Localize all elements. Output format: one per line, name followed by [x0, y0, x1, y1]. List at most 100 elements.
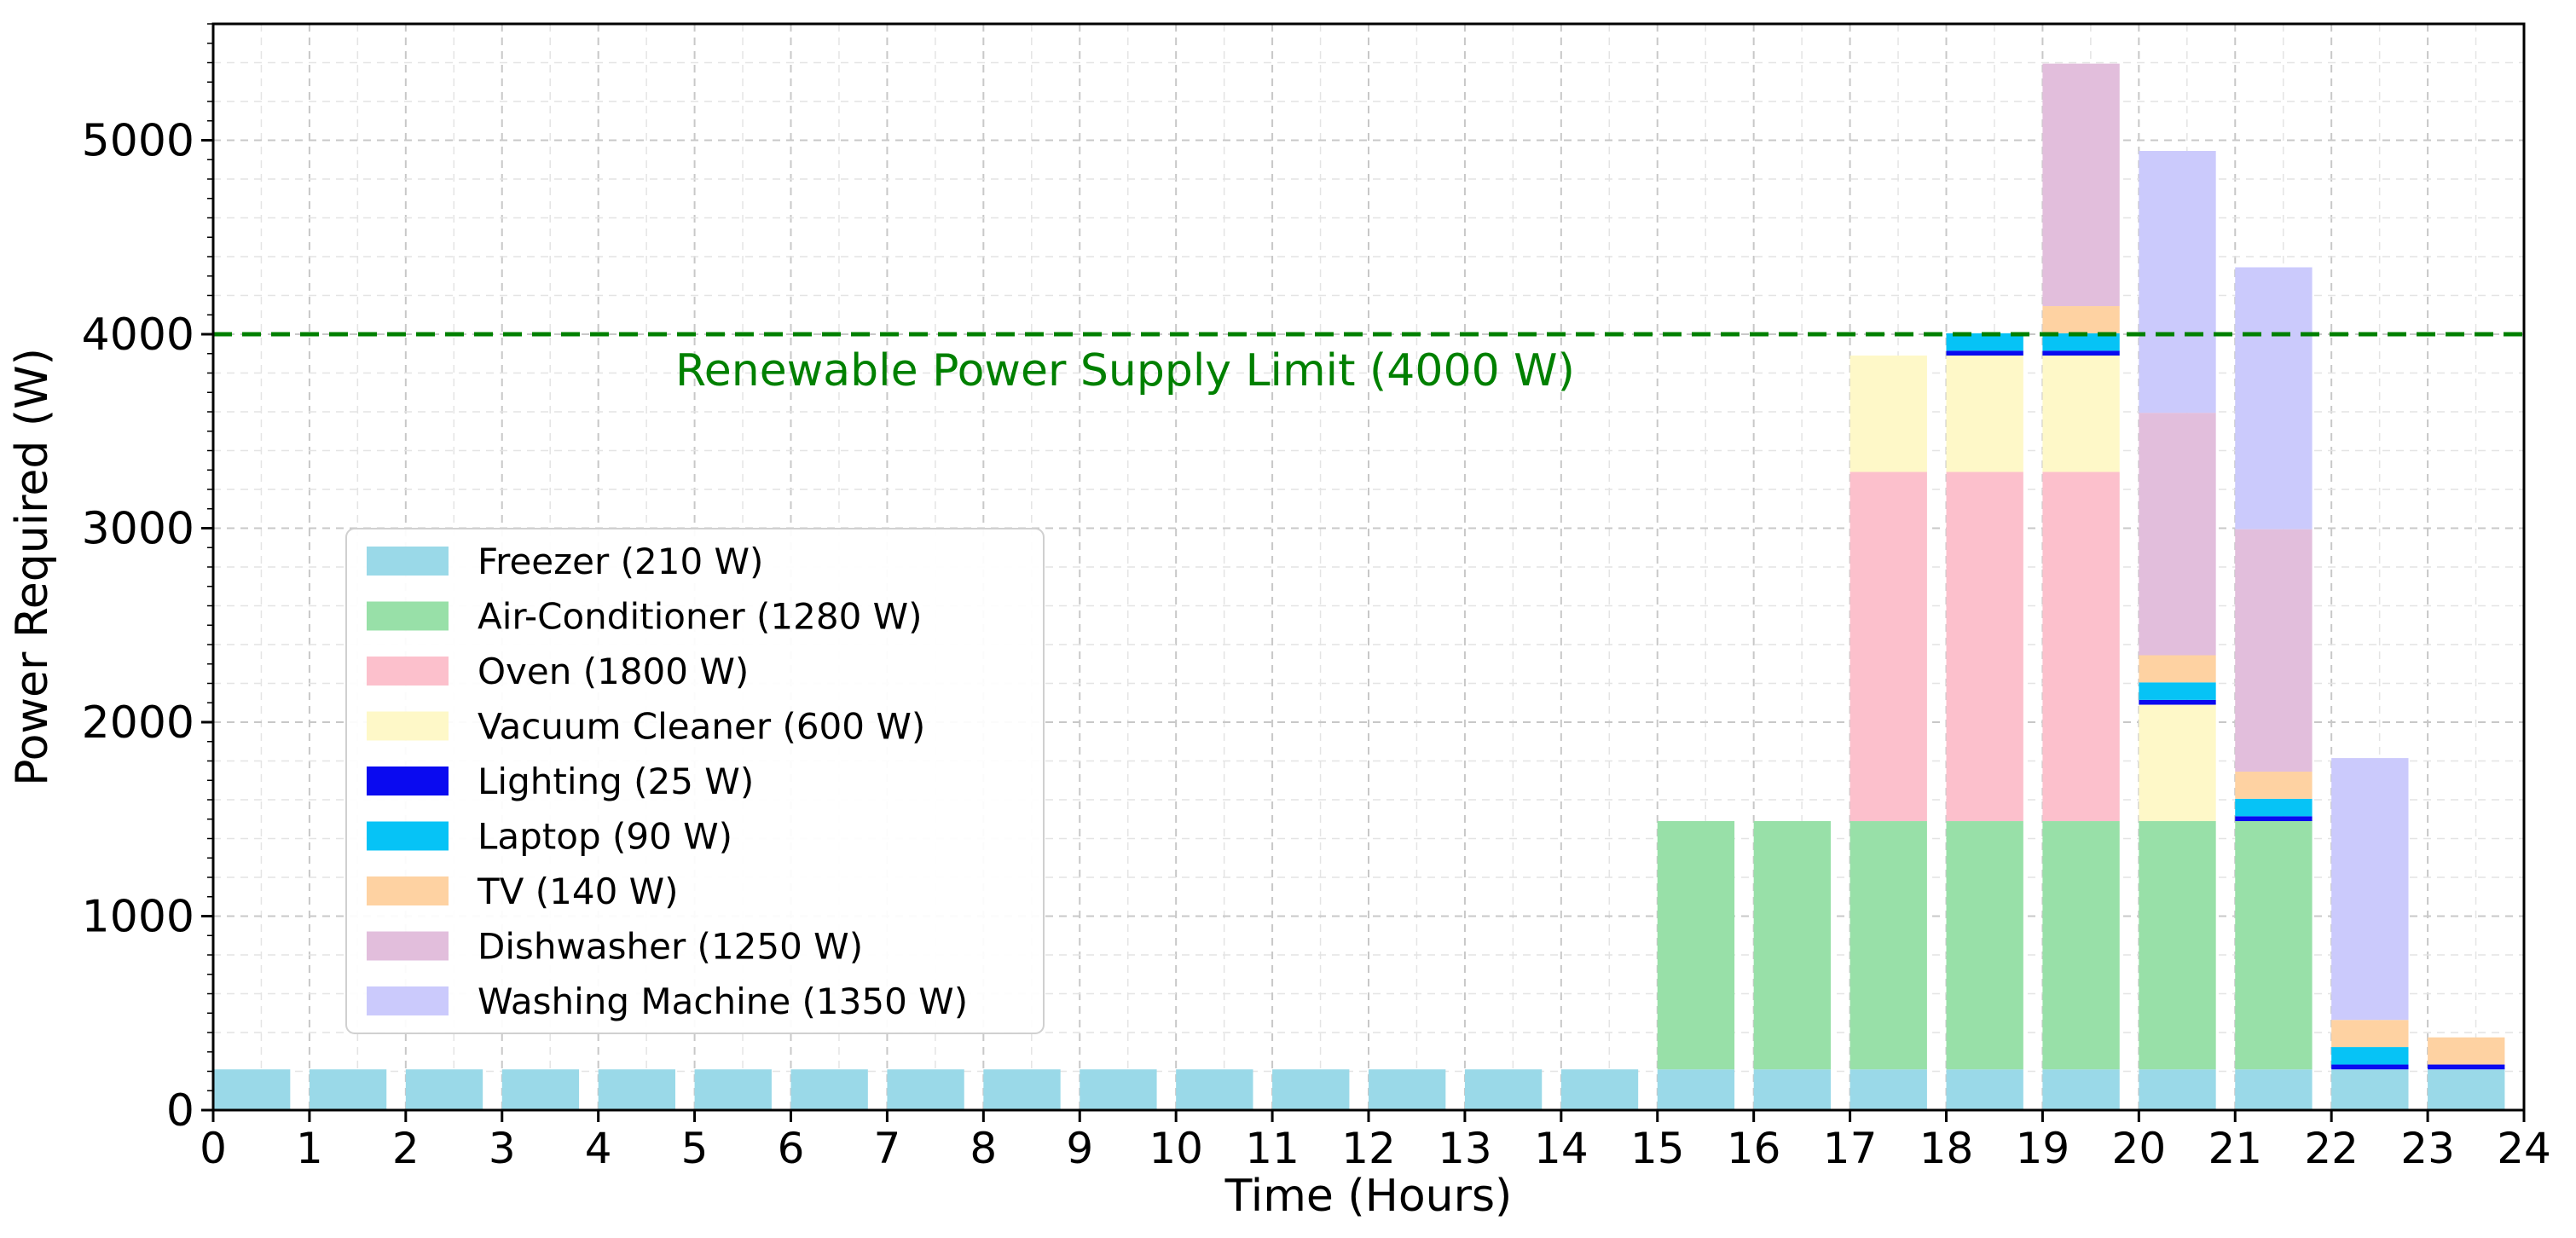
legend-label: Washing Machine (1350 W) — [478, 981, 968, 1022]
x-tick-label: 7 — [874, 1124, 901, 1173]
bar-segment — [2139, 413, 2216, 656]
x-tick-label: 3 — [489, 1124, 516, 1173]
bar-segment — [1176, 1069, 1253, 1110]
legend-label: Freezer (210 W) — [478, 541, 763, 582]
y-tick-label: 4000 — [82, 310, 194, 361]
legend-label: Lighting (25 W) — [478, 761, 754, 802]
y-tick-label: 1000 — [82, 892, 194, 943]
bar-segment — [2331, 1047, 2409, 1065]
bar-segment — [1946, 471, 2023, 822]
reference-line-label: Renewable Power Supply Limit (4000 W) — [675, 345, 1575, 396]
legend-label: Laptop (90 W) — [478, 816, 732, 858]
bar-segment — [1369, 1069, 1446, 1110]
bar-segment — [1272, 1069, 1350, 1110]
bar-segment — [1657, 821, 1735, 1070]
x-tick-label: 6 — [778, 1124, 805, 1173]
x-tick-label: 1 — [296, 1124, 323, 1173]
bar-segment — [1850, 356, 1927, 472]
x-tick-label: 10 — [1149, 1124, 1203, 1173]
bar-stacks — [213, 63, 2505, 1110]
bar-segment — [2235, 816, 2313, 822]
x-tick-label: 12 — [1341, 1124, 1396, 1173]
x-tick-label: 18 — [1919, 1124, 1974, 1173]
x-tick-label: 9 — [1066, 1124, 1093, 1173]
bar-segment — [790, 1069, 868, 1110]
bar-segment — [983, 1069, 1061, 1110]
axes — [201, 22, 2526, 1122]
bar-segment — [309, 1069, 387, 1110]
bar-segment — [2235, 1069, 2313, 1110]
x-tick-label: 19 — [2016, 1124, 2070, 1173]
bar-segment — [2139, 682, 2216, 700]
bar-segment — [1946, 821, 2023, 1070]
bar-segment — [598, 1069, 675, 1110]
bar-segment — [1753, 1069, 1831, 1110]
bar-segment — [1946, 356, 2023, 472]
bar-segment — [2042, 333, 2120, 351]
bar-segment — [2139, 704, 2216, 822]
bar-segment — [1753, 821, 1831, 1070]
legend-swatch — [367, 876, 449, 905]
legend-label: Vacuum Cleaner (600 W) — [478, 706, 925, 748]
bar-segment — [1080, 1069, 1157, 1110]
bar-segment — [1850, 821, 1927, 1070]
y-tick-label: 0 — [166, 1085, 194, 1137]
x-tick-label: 17 — [1823, 1124, 1878, 1173]
bar-segment — [501, 1069, 580, 1110]
bar-segment — [1464, 1069, 1543, 1110]
bar-segment — [2331, 1064, 2409, 1070]
legend-label: TV (140 W) — [477, 871, 679, 912]
bar-segment — [2139, 151, 2216, 414]
x-tick-label: 14 — [1534, 1124, 1589, 1173]
bar-segment — [2042, 63, 2120, 307]
y-axis-label: Power Required (W) — [7, 348, 58, 786]
bar-segment — [2235, 798, 2313, 817]
bar-segment — [2042, 356, 2120, 472]
bar-segment — [2331, 758, 2409, 1021]
bar-segment — [1946, 350, 2023, 356]
bar-segment — [1946, 1069, 2023, 1110]
legend-swatch — [367, 821, 449, 851]
y-tick-label: 3000 — [82, 504, 194, 555]
bar-segment — [887, 1069, 964, 1110]
legend-swatch — [367, 547, 449, 576]
bar-segment — [2331, 1069, 2409, 1110]
legend-label: Air-Conditioner (1280 W) — [478, 596, 923, 638]
bar-segment — [1657, 1069, 1735, 1110]
x-tick-label: 5 — [681, 1124, 709, 1173]
legend-swatch — [367, 767, 449, 795]
bar-segment — [2331, 1020, 2409, 1048]
y-tick-label: 5000 — [82, 116, 194, 167]
reference-line-group: Renewable Power Supply Limit (4000 W) — [213, 332, 2524, 396]
bar-segment — [2428, 1037, 2505, 1065]
bar-segment — [2139, 821, 2216, 1070]
legend-swatch — [367, 657, 449, 686]
x-tick-label: 4 — [585, 1124, 612, 1173]
bar-segment — [2042, 1069, 2120, 1110]
legend-label: Dishwasher (1250 W) — [478, 926, 863, 968]
bar-segment — [2428, 1069, 2505, 1110]
bar-segment — [2428, 1064, 2505, 1070]
bar-segment — [2235, 821, 2313, 1070]
x-tick-label: 16 — [1727, 1124, 1781, 1173]
bar-segment — [1560, 1069, 1639, 1110]
bar-segment — [2139, 1069, 2216, 1110]
x-tick-label: 13 — [1438, 1124, 1492, 1173]
tick-labels: 0 1 2 3 4 5 6 7 8 9 10 11 12 13 14 15 16 17 18 19 20 21 22 23 24… — [82, 116, 2551, 1174]
legend-swatch — [367, 931, 449, 961]
x-tick-label: 11 — [1245, 1124, 1300, 1173]
bar-segment — [1850, 1069, 1927, 1110]
bar-segment — [213, 1069, 291, 1110]
x-tick-label: 2 — [392, 1124, 420, 1173]
legend-swatch — [367, 601, 449, 631]
bar-segment — [1850, 471, 1927, 822]
y-tick-label: 2000 — [82, 697, 194, 749]
bar-segment — [2042, 350, 2120, 356]
bar-segment — [2042, 471, 2120, 822]
bar-segment — [1946, 333, 2023, 351]
bar-segment — [405, 1069, 483, 1110]
x-tick-label: 21 — [2208, 1124, 2262, 1173]
bar-segment — [2139, 655, 2216, 683]
